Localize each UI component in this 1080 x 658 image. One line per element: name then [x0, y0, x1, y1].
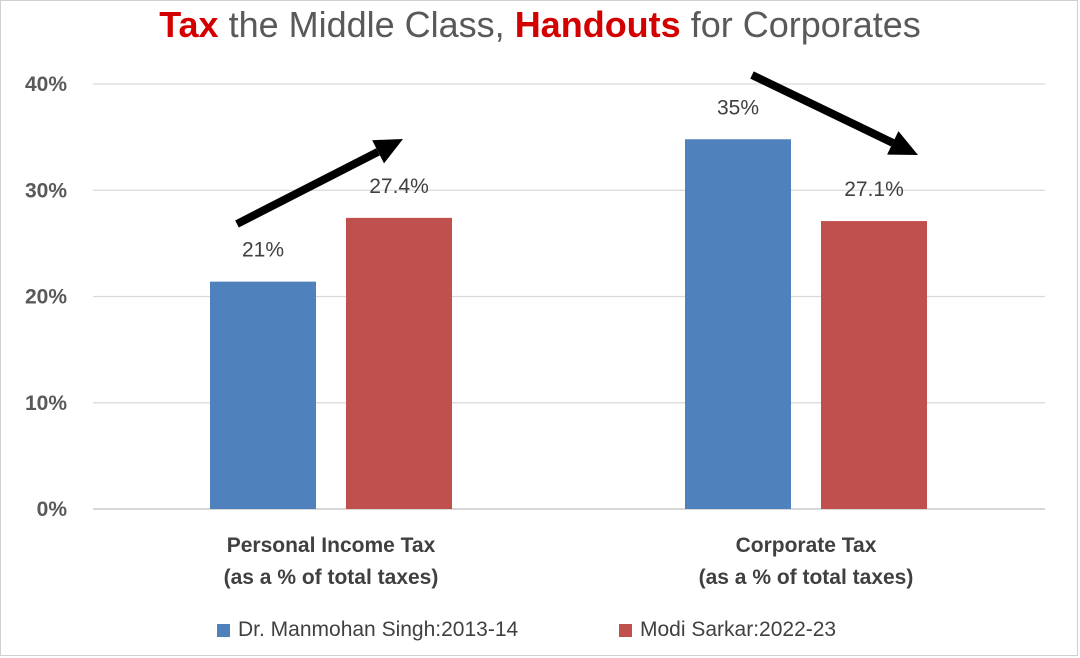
category-label-2-line-2: (as a % of total taxes) [699, 566, 914, 589]
arrow-down-head [887, 131, 918, 155]
legend-swatch-series-2 [619, 623, 632, 637]
category-label-2-line-1: Corporate Tax [736, 534, 877, 557]
y-tick-label-20: 20% [25, 286, 67, 309]
data-label-2-1: 27.4% [369, 175, 429, 198]
y-tick-label-30: 30% [25, 179, 67, 202]
bar-1-1 [210, 281, 316, 509]
legend-label-series-2: Modi Sarkar:2022-23 [640, 618, 837, 641]
chart-title: Tax the Middle Class, Handouts for Corpo… [0, 4, 1080, 46]
legend-swatch-series-1 [217, 623, 230, 637]
y-tick-label-0: 0% [37, 498, 68, 521]
legend: Dr. Manmohan Singh:2013-14 Modi Sarkar:2… [0, 618, 1080, 648]
legend-label-series-1: Dr. Manmohan Singh:2013-14 [238, 618, 519, 641]
category-label-1-line-1: Personal Income Tax [227, 534, 436, 557]
title-highlight-handouts: Handouts [514, 4, 681, 45]
data-label-2-2: 27.1% [844, 178, 904, 201]
y-tick-label-40: 40% [25, 73, 67, 96]
title-text-middle: the Middle Class, [218, 4, 515, 45]
data-label-1-2: 35% [717, 96, 759, 119]
bar-2-2 [821, 221, 927, 509]
legend-item-series-2: Modi Sarkar:2022-23 [619, 618, 836, 642]
bar-1-2 [685, 139, 791, 509]
title-highlight-tax: Tax [159, 4, 219, 45]
data-label-1-1: 21% [242, 239, 284, 262]
arrow-up-head [372, 139, 403, 164]
arrow-up-shaft [235, 148, 380, 228]
legend-item-series-1: Dr. Manmohan Singh:2013-14 [217, 618, 518, 642]
category-label-1-line-2: (as a % of total taxes) [224, 566, 439, 589]
title-text-end: for Corporates [680, 4, 921, 45]
arrow-down-shaft [750, 71, 895, 147]
bar-2-1 [346, 217, 452, 509]
bar-chart: 0% 10% 20% 30% 40% 21% 35% 27.4% 27.1% Personal I… [25, 71, 1045, 589]
y-tick-label-10: 10% [25, 392, 67, 415]
